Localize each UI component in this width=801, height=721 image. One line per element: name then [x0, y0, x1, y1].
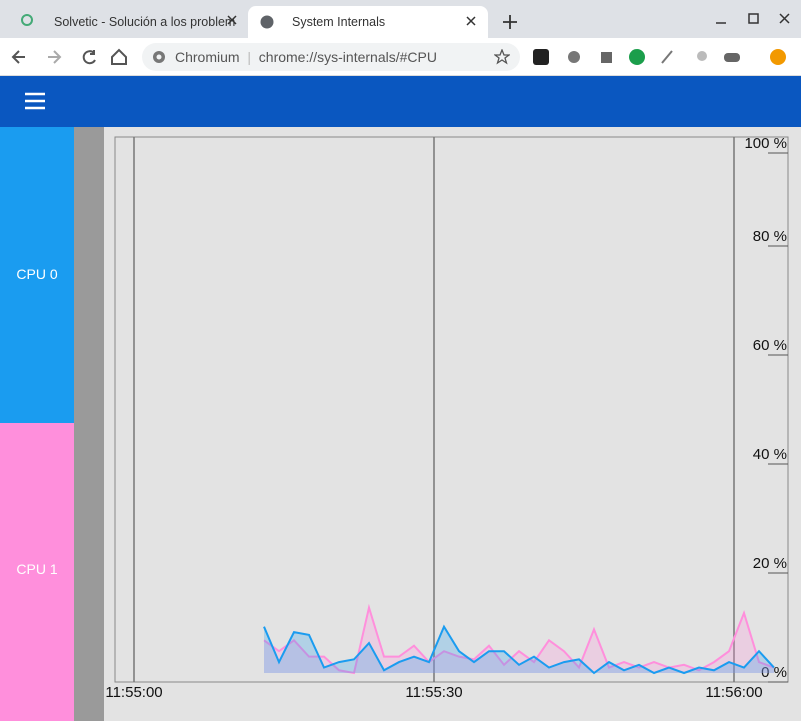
cpu-legend[interactable]: CPU 0: [0, 127, 74, 423]
app-bar: [0, 76, 801, 127]
y-tick-label: 40 %: [753, 446, 787, 463]
y-tick-label: 60 %: [753, 337, 787, 354]
favicon: [260, 15, 274, 29]
tab-title: Solvetic - Solución a los problem: [54, 15, 236, 29]
x-tick-label: 11:55:30: [405, 684, 462, 701]
toolbar: Chromium | chrome://sys-internals/#CPU: [0, 38, 801, 76]
y-tick-label: 100 %: [744, 135, 787, 152]
x-tick-label: 11:55:00: [105, 684, 162, 701]
url: chrome://sys-internals/#CPU: [258, 49, 437, 65]
y-tick-label: 20 %: [753, 555, 787, 572]
divider: [74, 127, 104, 721]
tab[interactable]: System Internals: [248, 6, 488, 38]
tab[interactable]: Solvetic - Solución a los problem: [10, 6, 246, 38]
x-tick-label: 11:56:00: [705, 684, 762, 701]
line: [263, 603, 775, 675]
close-tab[interactable]: [466, 16, 476, 26]
legend-label: CPU 1: [16, 561, 58, 577]
area: [264, 626, 774, 673]
y-tick-label: 80 %: [753, 228, 787, 245]
tab-title: System Internals: [292, 15, 386, 29]
cpu-legend[interactable]: CPU 1: [0, 423, 74, 721]
site-icon: [153, 51, 165, 63]
y-tick-label: 0 %: [761, 664, 787, 681]
window-controls[interactable]: [714, 12, 794, 28]
menu-button[interactable]: [24, 92, 46, 110]
nav-buttons[interactable]: [10, 48, 135, 66]
close-tab[interactable]: [227, 15, 237, 25]
plot-frame: [114, 136, 789, 683]
favicon: [21, 14, 33, 26]
legend-label: CPU 0: [16, 266, 58, 282]
chart: 11:55:00 11:55:30 11:56:00 0 % 20 % 40 % 60 % 8…: [104, 127, 801, 721]
line: [263, 624, 775, 675]
omnibox-origin: Chromium: [175, 49, 240, 65]
extensions[interactable]: [532, 48, 792, 66]
new-tab[interactable]: [502, 14, 518, 30]
omnibox[interactable]: Chromium | chrome://sys-internals/#CPU: [142, 43, 520, 71]
tab-bar: Solvetic - Solución a los problem System…: [0, 0, 801, 38]
bookmark-star[interactable]: [494, 49, 510, 65]
